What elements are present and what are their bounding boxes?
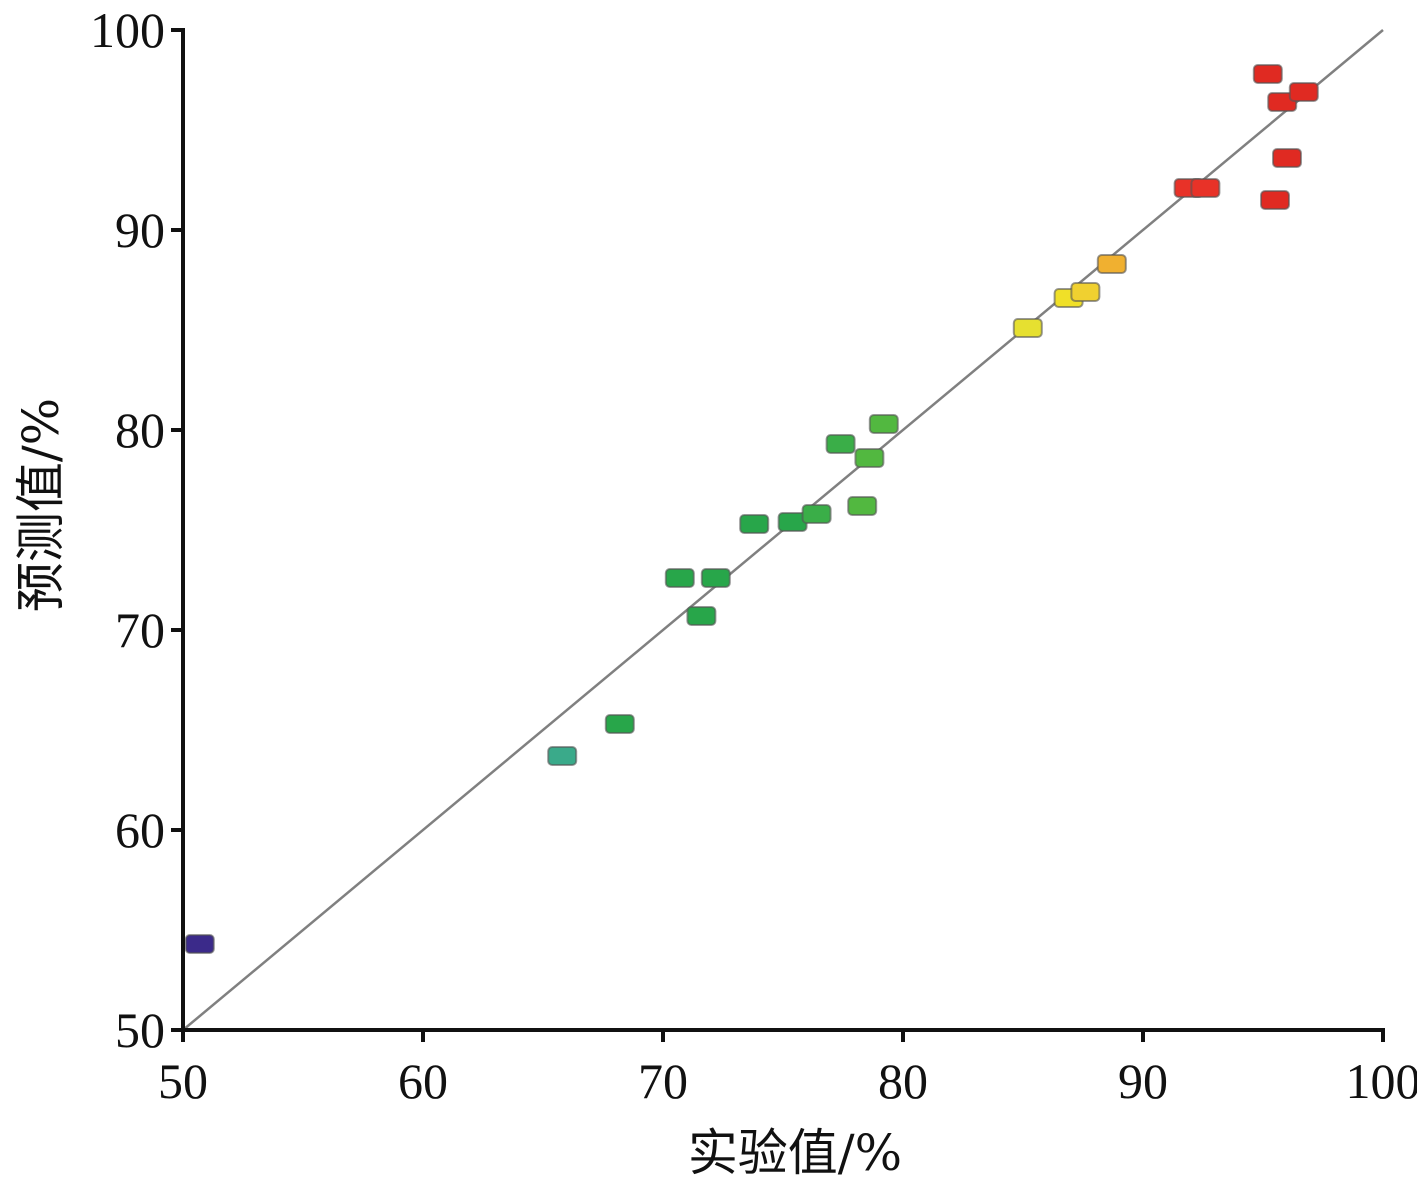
data-point bbox=[1288, 82, 1319, 102]
data-point bbox=[739, 514, 770, 534]
data-point bbox=[700, 568, 731, 588]
data-point bbox=[1012, 318, 1043, 338]
data-point bbox=[664, 568, 695, 588]
data-point bbox=[854, 448, 885, 468]
data-point bbox=[604, 714, 635, 734]
data-point bbox=[825, 434, 856, 454]
x-tick-label: 50 bbox=[158, 1053, 208, 1109]
data-point bbox=[1070, 282, 1101, 302]
y-tick-label: 50 bbox=[115, 1002, 165, 1058]
y-tick-label: 100 bbox=[90, 2, 165, 58]
x-tick-label: 80 bbox=[878, 1053, 928, 1109]
data-point bbox=[184, 934, 215, 954]
x-tick-label: 100 bbox=[1346, 1053, 1417, 1109]
data-points-layer bbox=[184, 64, 1319, 954]
y-tick-label: 60 bbox=[115, 802, 165, 858]
axes-layer bbox=[171, 28, 1385, 1042]
data-point bbox=[868, 414, 899, 434]
data-point bbox=[686, 606, 717, 626]
x-axis-title: 实验值/% bbox=[688, 1124, 902, 1181]
data-point bbox=[547, 746, 578, 766]
y-tick-label: 80 bbox=[115, 402, 165, 458]
data-point bbox=[1260, 190, 1290, 210]
y-axis-title: 预测值/% bbox=[12, 398, 70, 612]
x-tick-label: 60 bbox=[398, 1053, 448, 1109]
data-point bbox=[801, 504, 832, 524]
data-point bbox=[847, 496, 878, 516]
x-tick-label: 70 bbox=[638, 1053, 688, 1109]
data-point bbox=[1096, 254, 1127, 274]
data-point bbox=[1190, 178, 1221, 198]
y-tick-label: 70 bbox=[115, 602, 165, 658]
tick-labels-layer: 50 60 70 80 90 100 50 60 70 80 90 100 bbox=[90, 2, 1417, 1109]
data-point bbox=[1272, 148, 1302, 168]
y-tick-label: 90 bbox=[115, 202, 165, 258]
data-point bbox=[1252, 64, 1283, 84]
x-tick-label: 90 bbox=[1118, 1053, 1168, 1109]
